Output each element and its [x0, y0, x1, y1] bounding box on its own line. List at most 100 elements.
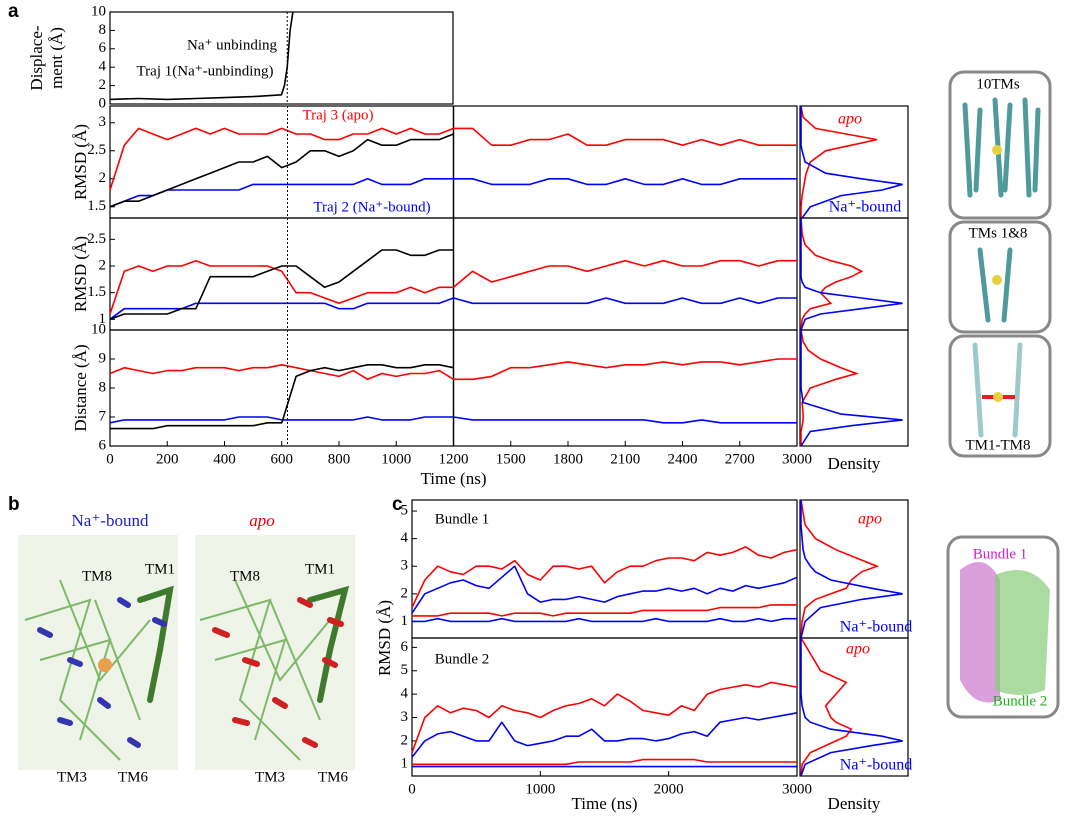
x-tick-label: 200: [156, 451, 179, 467]
y-tick-label: 2: [99, 77, 107, 93]
panel-label: b: [8, 494, 20, 515]
y-tick-label: 6: [401, 639, 409, 655]
y-axis-label: ment (Å): [47, 27, 66, 89]
x-tick-label: 2000: [654, 781, 684, 797]
y-tick-label: 4: [401, 530, 409, 546]
y-tick-label: 1: [401, 756, 409, 772]
y-tick-label: 1: [401, 613, 409, 629]
plot-frame: [411, 637, 798, 777]
protein-image: [972, 342, 1023, 438]
structure-box: [948, 70, 1052, 220]
y-tick-label: 6: [99, 437, 107, 453]
plot-frame: [109, 11, 454, 105]
network-bg: [18, 535, 178, 770]
helix-label: TM3: [255, 769, 285, 785]
series-line: [411, 712, 798, 758]
density-curve: [800, 499, 880, 639]
density-label: apo: [838, 111, 862, 128]
series-line: [109, 297, 797, 320]
edge-highlight: [212, 597, 344, 748]
density-curve: [800, 638, 903, 777]
density-curve: [800, 218, 903, 331]
network-image: [18, 535, 355, 770]
x-tick-label: 2400: [668, 451, 698, 467]
x-tick-label: 600: [271, 451, 294, 467]
x-tick-label: 2700: [725, 451, 755, 467]
network-edges: [24, 579, 151, 761]
series-line: [411, 546, 798, 608]
y-tick-label: 3: [401, 709, 409, 725]
edge-highlight: [37, 597, 167, 748]
annotation: Bundle 2: [435, 651, 490, 667]
structure-box: [948, 334, 1052, 458]
x-tick-label: 800: [328, 451, 351, 467]
state-label: apo: [249, 511, 275, 530]
density-curve: [800, 329, 859, 446]
protein-image: [977, 247, 1013, 323]
annotation: Traj 2 (Na⁺-bound): [313, 199, 430, 215]
density-label: apo: [846, 641, 870, 658]
series-line: [109, 358, 797, 381]
annotation: Bundle 1: [435, 511, 490, 527]
sodium-ion: [992, 275, 1002, 285]
y-tick-label: 3: [99, 114, 107, 130]
helix-label: TM8: [82, 568, 112, 584]
series-line: [109, 133, 454, 208]
x-tick-label: 3000: [782, 781, 812, 797]
y-tick-label: 1: [99, 311, 107, 327]
state-label: Na⁺-bound: [72, 511, 149, 530]
structure-label: TM1-TM8: [966, 437, 1031, 453]
helix-label: TM8: [230, 568, 260, 584]
y-axis-label: RMSD (Å): [71, 236, 90, 312]
density-curve: [800, 500, 903, 639]
density-curve: [800, 106, 903, 219]
x-tick-label: 400: [213, 451, 236, 467]
x-axis-label: Time (ns): [421, 469, 487, 488]
y-tick-label: 4: [401, 686, 409, 702]
y-tick-label: 10: [91, 321, 106, 337]
x-tick-label: 1500: [496, 451, 526, 467]
series-line: [411, 565, 798, 614]
y-tick-label: 2: [99, 170, 107, 186]
y-axis-label: RMSD (Å): [71, 124, 90, 200]
series-line: [412, 604, 797, 617]
sodium-ion: [98, 658, 112, 672]
density-label: apo: [858, 511, 882, 528]
y-tick-label: 6: [99, 40, 107, 56]
sodium-ion: [992, 145, 1002, 155]
annotation: Traj 3 (apo): [302, 107, 373, 123]
structure-label: Bundle 1: [973, 546, 1028, 562]
x-tick-label: 1000: [525, 781, 555, 797]
bundle-surface: [960, 562, 1000, 703]
series-line: [109, 127, 797, 191]
density-axis-label: Density: [828, 454, 881, 473]
x-tick-label: 3000: [782, 451, 812, 467]
x-axis-label: Time (ns): [572, 794, 638, 813]
panel-label: c: [392, 494, 403, 515]
y-tick-label: 2: [401, 732, 409, 748]
y-tick-label: 5: [401, 502, 409, 518]
density-label: Na⁺-bound: [829, 199, 901, 216]
x-tick-label: 0: [106, 451, 114, 467]
x-tick-label: 1200: [439, 451, 469, 467]
annotation: Traj 1(Na⁺-unbinding): [137, 63, 274, 79]
y-axis-label: Distance (Å): [71, 344, 90, 431]
density-label: Na⁺-bound: [840, 619, 912, 636]
y-tick-label: 2.5: [87, 231, 106, 247]
density-frame: [799, 329, 909, 447]
y-tick-label: 7: [99, 408, 107, 424]
density-curve: [800, 330, 903, 447]
density-curve: [800, 637, 853, 777]
density-frame: [799, 637, 909, 777]
density-label: Na⁺-bound: [840, 757, 912, 774]
helix: [137, 585, 174, 703]
series-line: [110, 364, 454, 430]
y-tick-label: 2.5: [87, 142, 106, 158]
x-tick-label: 1000: [381, 451, 411, 467]
structure-label: TMs 1&8: [969, 225, 1028, 241]
sodium-ion: [993, 392, 1003, 402]
density-frame: [799, 217, 909, 331]
y-tick-label: 4: [99, 59, 107, 75]
